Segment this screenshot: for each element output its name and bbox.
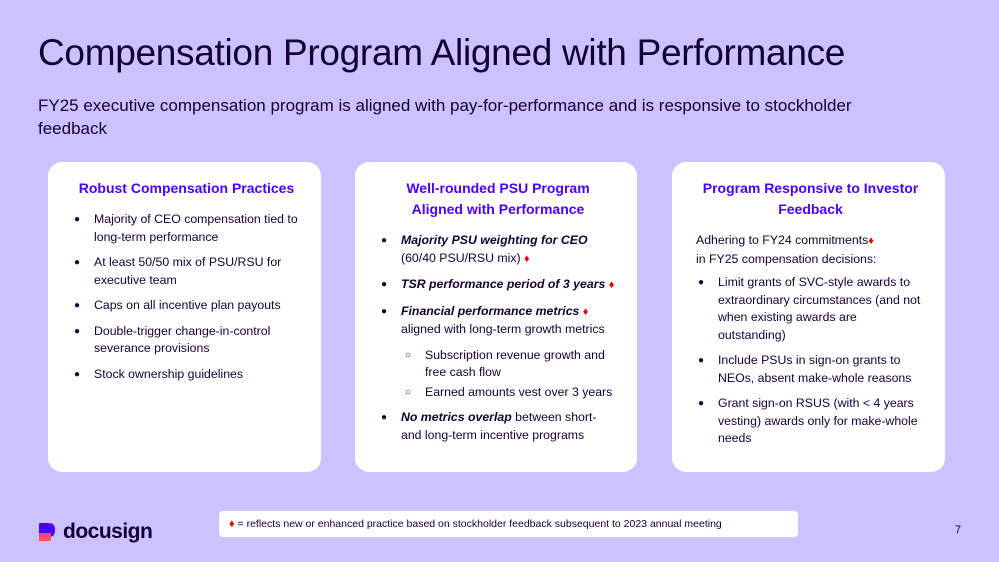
item-text: aligned with long-term growth metrics [401, 322, 605, 336]
feedback-list: Limit grants of SVC-style awards to extr… [696, 274, 925, 448]
diamond-icon: ♦ [229, 518, 235, 530]
item-emphasis: Majority PSU weighting for CEO [401, 233, 588, 247]
list-item: Majority of CEO compensation tied to lon… [72, 211, 301, 246]
diamond-icon: ♦ [524, 252, 530, 265]
footnote-legend: ♦ = reflects new or enhanced practice ba… [219, 511, 798, 537]
list-item: TSR performance period of 3 years ♦ [379, 276, 617, 295]
item-text: between short- and long-term incentive p… [401, 410, 597, 442]
slide-subtitle: FY25 executive compensation program is a… [38, 96, 852, 138]
list-item: Limit grants of SVC-style awards to extr… [696, 274, 925, 344]
sub-list-item: Earned amounts vest over 3 years [379, 384, 617, 402]
item-emphasis: No metrics overlap [401, 410, 512, 424]
diamond-icon: ♦ [582, 305, 589, 318]
card-heading: Robust Compensation Practices [78, 180, 295, 196]
card-intro: Adhering to FY24 commitments♦ in FY25 co… [696, 232, 925, 268]
item-text: (60/40 PSU/RSU mix) [401, 250, 521, 265]
card-investor-feedback: Program Responsive to Investor Feedback … [672, 162, 945, 472]
intro-text: Adhering to FY24 commitments [696, 233, 869, 247]
card-robust-practices: Robust Compensation Practices Majority o… [48, 162, 321, 472]
sub-list-item: Subscription revenue growth and free cas… [379, 347, 617, 382]
intro-text: in FY25 compensation decisions: [696, 251, 877, 266]
diamond-icon: ♦ [868, 235, 874, 247]
list-item: Caps on all incentive plan payouts [72, 297, 301, 315]
docusign-wordmark: docusign [63, 520, 153, 543]
list-item: Include PSUs in sign-on grants to NEOs, … [696, 352, 925, 387]
list-item: Majority PSU weighting for CEO (60/40 PS… [379, 232, 617, 268]
list-item: At least 50/50 mix of PSU/RSU for execut… [72, 254, 301, 289]
list-item: No metrics overlap between short- and lo… [379, 409, 617, 444]
practice-list: Majority of CEO compensation tied to lon… [72, 211, 301, 383]
item-emphasis: Financial performance metrics [401, 303, 580, 318]
item-emphasis: TSR performance period of 3 years [401, 277, 606, 291]
card-heading: Well-rounded PSU Program Aligned with Pe… [406, 180, 590, 217]
card-psu-program: Well-rounded PSU Program Aligned with Pe… [355, 162, 637, 472]
docusign-logo: docusign [37, 520, 153, 544]
diamond-icon: ♦ [608, 279, 615, 291]
card-heading: Program Responsive to Investor Feedback [702, 180, 919, 217]
page-number: 7 [955, 524, 962, 536]
psu-list: Majority PSU weighting for CEO (60/40 PS… [379, 232, 617, 444]
slide-title: Compensation Program Aligned with Perfor… [38, 32, 846, 73]
list-item: Grant sign-on RSUS (with < 4 years vesti… [696, 395, 925, 448]
list-item: Financial performance metrics ♦ aligned … [379, 303, 617, 339]
docusign-logo-icon [37, 521, 59, 543]
list-item: Double-trigger change-in-control severan… [72, 323, 301, 358]
footnote-text: = reflects new or enhanced practice base… [237, 518, 722, 530]
list-item: Stock ownership guidelines [72, 366, 301, 384]
